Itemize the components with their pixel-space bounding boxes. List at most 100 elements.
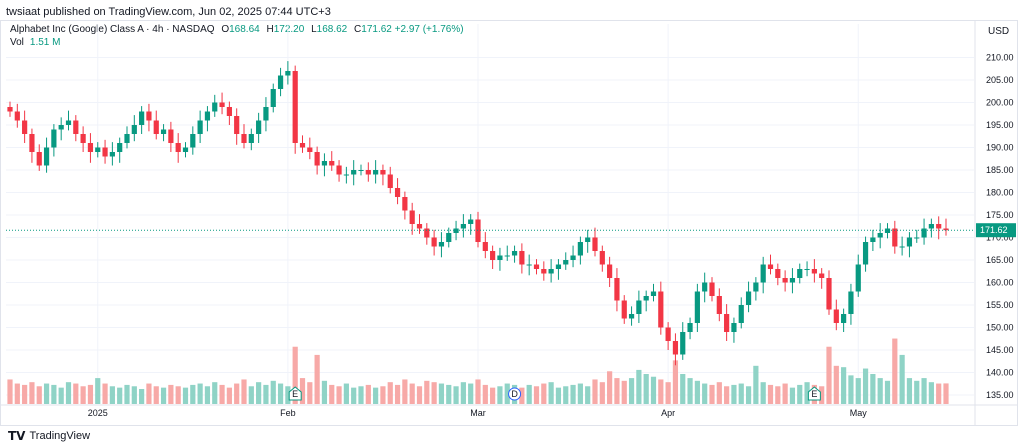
earnings-marker-icon xyxy=(288,386,302,401)
volume-bar xyxy=(687,378,693,404)
candle-body xyxy=(841,314,847,323)
volume-bar xyxy=(43,383,50,404)
volume-bar xyxy=(921,378,927,404)
y-tick-label: 210.00 xyxy=(986,53,1014,63)
candle-body xyxy=(767,264,774,269)
volume-bar xyxy=(533,386,540,404)
volume-bar xyxy=(636,369,642,404)
volume-bar xyxy=(380,386,386,404)
volume-bar xyxy=(665,382,671,404)
volume-bar xyxy=(702,383,708,404)
close-label: C xyxy=(354,24,362,35)
symbol-legend: Alphabet Inc (Google) Class A · 4h · NAS… xyxy=(10,24,464,35)
candle-body xyxy=(146,111,152,121)
x-tick-label: Mar xyxy=(470,408,486,418)
volume-bar xyxy=(431,382,437,404)
candle-body xyxy=(848,291,854,314)
candle-body xyxy=(899,246,905,248)
y-tick-label: 185.00 xyxy=(986,165,1014,175)
candle-body xyxy=(490,251,496,260)
candle-body xyxy=(329,161,335,166)
candle-body xyxy=(380,170,386,175)
candle-body xyxy=(73,120,79,134)
volume-bar xyxy=(314,354,320,404)
volume-bar xyxy=(760,382,766,404)
candle-body xyxy=(446,233,452,242)
volume-bar xyxy=(182,387,189,404)
event-marker-label: E xyxy=(811,389,817,399)
candle-body xyxy=(870,237,876,242)
volume-bar xyxy=(65,382,72,404)
open-label: O xyxy=(221,24,230,35)
candle-body xyxy=(753,282,759,292)
x-tick-label: May xyxy=(850,408,868,418)
volume-bar xyxy=(782,383,788,404)
volume-bar xyxy=(804,382,810,404)
volume-bar xyxy=(256,382,262,404)
volume-bar xyxy=(775,386,781,404)
candle-body xyxy=(724,314,730,332)
volume-bar xyxy=(848,375,854,404)
y-tick-label: 160.00 xyxy=(986,278,1014,288)
dividend-marker-icon xyxy=(508,387,522,401)
x-tick-label: Apr xyxy=(661,408,675,418)
candle-body xyxy=(884,228,891,233)
candle-body xyxy=(614,278,620,301)
volume-bar xyxy=(731,384,737,404)
volume-bar xyxy=(475,379,481,404)
candle-body xyxy=(833,309,839,323)
volume-bar xyxy=(402,379,408,404)
candle-body xyxy=(906,237,913,247)
volume-bar xyxy=(124,384,130,404)
candle-body xyxy=(394,188,401,197)
candle-body xyxy=(789,278,796,283)
volume-bar xyxy=(892,338,898,404)
low-label: L xyxy=(311,24,317,35)
candle-body xyxy=(672,341,679,355)
volume-bar xyxy=(336,386,342,404)
candle-body xyxy=(628,314,635,319)
volume-bar xyxy=(789,387,796,404)
volume-bar xyxy=(190,384,196,404)
volume-bar xyxy=(394,384,401,404)
volume-bar xyxy=(906,378,913,404)
volume-bar xyxy=(497,386,503,404)
candle-body xyxy=(504,255,510,257)
volume-bar xyxy=(131,386,137,404)
candle-body xyxy=(709,282,715,296)
candle-body xyxy=(139,111,145,125)
volume-bar xyxy=(424,380,430,404)
candle-body xyxy=(58,125,64,130)
volume-bar xyxy=(36,386,42,404)
candle-body xyxy=(460,224,466,229)
candle-body xyxy=(431,237,437,247)
candle-body xyxy=(387,174,393,188)
volume-bar xyxy=(526,384,532,404)
currency-label[interactable]: USD xyxy=(988,26,1010,37)
volume-bar xyxy=(621,380,627,404)
volume-bar xyxy=(716,382,722,404)
symbol-title[interactable]: Alphabet Inc (Google) Class A · 4h · NAS… xyxy=(10,24,215,35)
candle-body xyxy=(745,291,752,305)
candle-body xyxy=(263,107,269,121)
candle-body xyxy=(716,296,722,314)
volume-bar xyxy=(680,374,686,404)
volume-value: 1.51 M xyxy=(29,37,61,48)
event-marker-label: E xyxy=(292,389,298,399)
candle-body xyxy=(775,269,781,278)
volume-bar xyxy=(943,383,949,404)
candle-body xyxy=(731,323,737,332)
volume-bar xyxy=(285,386,291,404)
candle-body xyxy=(43,147,50,166)
volume-bar xyxy=(585,386,591,404)
y-tick-label: 145.00 xyxy=(986,345,1014,355)
volume-bar xyxy=(862,368,869,404)
y-tick-label: 170.00 xyxy=(986,233,1014,243)
candle-body xyxy=(190,134,196,148)
volume-bar xyxy=(409,383,415,404)
candle-body xyxy=(109,152,115,157)
y-tick-label: 165.00 xyxy=(986,255,1014,265)
candle-body xyxy=(175,143,181,152)
volume-bar xyxy=(387,382,393,404)
